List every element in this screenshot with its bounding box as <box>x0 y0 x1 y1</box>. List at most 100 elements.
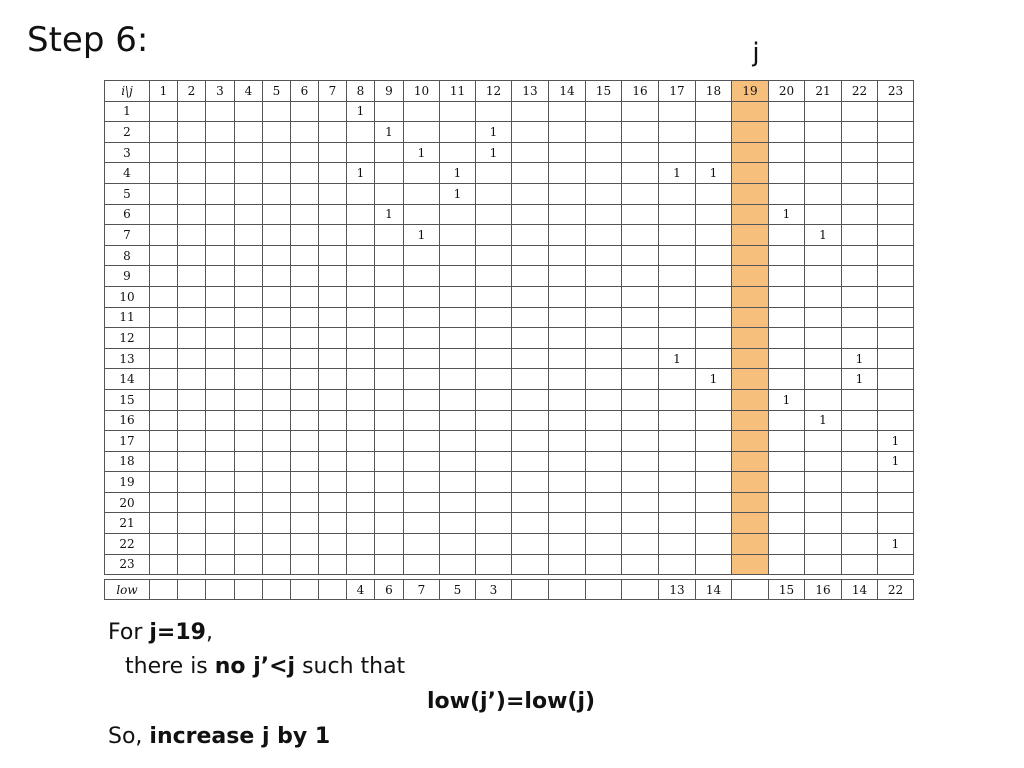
matrix-cell <box>768 306 805 329</box>
row-label: 18 <box>104 450 150 473</box>
matrix-cell <box>318 512 347 535</box>
matrix-cell <box>585 285 622 308</box>
matrix-cell <box>585 512 622 535</box>
matrix-cell <box>877 512 914 535</box>
matrix-cell <box>177 553 206 576</box>
matrix-row: 2 1 1 <box>104 121 914 143</box>
matrix-cell <box>374 388 404 411</box>
matrix-cell <box>804 244 842 267</box>
matrix-cell <box>149 244 178 267</box>
matrix-cell <box>177 512 206 535</box>
matrix-cell <box>695 285 732 308</box>
matrix-cell <box>346 409 375 432</box>
matrix-cell <box>403 100 440 123</box>
matrix-cell <box>439 388 476 411</box>
matrix-cell <box>841 203 878 226</box>
matrix-cell <box>585 306 622 329</box>
matrix-cell <box>149 327 178 349</box>
matrix-cell <box>205 121 235 143</box>
matrix-cell <box>262 409 291 432</box>
matrix-cell <box>318 471 347 493</box>
column-header: 14 <box>548 80 586 102</box>
matrix-cell <box>149 450 178 473</box>
matrix-cell <box>768 100 805 123</box>
matrix-cell <box>695 224 732 246</box>
matrix-cell <box>475 553 512 576</box>
matrix-cell <box>290 182 319 205</box>
matrix-cell: 1 <box>695 162 732 184</box>
matrix-cell <box>731 368 769 390</box>
caption-line-1-bold: j=19 <box>149 620 206 645</box>
caption-line-1-prefix: For <box>108 620 150 645</box>
matrix-cell: 1 <box>804 409 842 432</box>
slide-title: Step 6: <box>27 20 149 60</box>
matrix-cell <box>290 533 319 555</box>
matrix-cell <box>290 347 319 370</box>
matrix-cell <box>621 182 659 205</box>
matrix-cell <box>768 430 805 452</box>
matrix-cell <box>475 512 512 535</box>
matrix-cell <box>177 244 206 267</box>
matrix-cell <box>234 224 263 246</box>
matrix-row: 19 <box>104 471 914 493</box>
matrix-cell: 1 <box>346 162 375 184</box>
matrix-cell <box>585 347 622 370</box>
matrix-cell <box>804 368 842 390</box>
column-header: 22 <box>841 80 878 102</box>
matrix-cell <box>695 265 732 287</box>
matrix-cell <box>511 121 549 143</box>
matrix-cell <box>548 306 586 329</box>
matrix-cell <box>877 409 914 432</box>
matrix-cell <box>403 471 440 493</box>
matrix-cell <box>585 100 622 123</box>
matrix-cell <box>768 224 805 246</box>
matrix-cell: 1 <box>439 162 476 184</box>
matrix-row: 9 <box>104 265 914 287</box>
matrix-cell <box>374 409 404 432</box>
matrix-cell <box>177 368 206 390</box>
matrix-cell <box>234 141 263 164</box>
matrix-cell <box>234 553 263 576</box>
matrix-cell <box>149 553 178 576</box>
matrix-cell <box>439 121 476 143</box>
column-header: 21 <box>804 80 842 102</box>
matrix-cell <box>149 162 178 184</box>
low-cell <box>585 579 622 600</box>
matrix-cell: 1 <box>658 162 696 184</box>
matrix-cell <box>804 100 842 123</box>
matrix-cell <box>439 203 476 226</box>
matrix-cell <box>695 491 732 514</box>
matrix-cell <box>403 491 440 514</box>
matrix-cell <box>731 121 769 143</box>
matrix-row: 11 <box>104 306 914 329</box>
matrix-cell <box>290 491 319 514</box>
low-cell: 4 <box>346 579 375 600</box>
matrix-cell <box>548 450 586 473</box>
matrix-cell <box>511 100 549 123</box>
matrix-cell <box>841 409 878 432</box>
column-header: 9 <box>374 80 404 102</box>
matrix-row: 13 1 1 <box>104 347 914 370</box>
matrix-cell <box>374 327 404 349</box>
matrix-cell <box>205 491 235 514</box>
row-label: 16 <box>104 409 150 432</box>
matrix-cell <box>318 327 347 349</box>
matrix-cell <box>149 471 178 493</box>
matrix-cell <box>804 285 842 308</box>
matrix-cell <box>290 265 319 287</box>
matrix-cell <box>585 327 622 349</box>
matrix-cell <box>403 285 440 308</box>
matrix-cell <box>290 224 319 246</box>
matrix-cell <box>585 471 622 493</box>
matrix-cell <box>374 450 404 473</box>
column-header: 16 <box>621 80 659 102</box>
matrix-cell <box>403 265 440 287</box>
matrix-cell <box>403 162 440 184</box>
row-label: 22 <box>104 533 150 555</box>
matrix-cell <box>768 265 805 287</box>
low-cell: 13 <box>658 579 696 600</box>
matrix-cell <box>841 450 878 473</box>
matrix-cell <box>695 121 732 143</box>
matrix-cell <box>439 491 476 514</box>
low-cell <box>177 579 206 600</box>
